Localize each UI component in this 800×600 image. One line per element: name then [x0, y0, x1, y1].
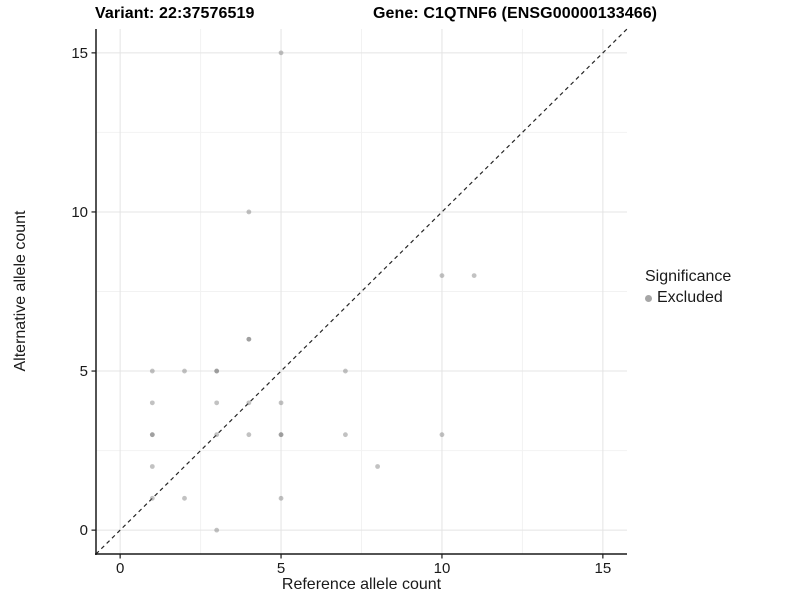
variant-title: Variant: 22:37576519 [95, 5, 255, 22]
excluded-point-icon [645, 294, 652, 302]
data-point [278, 400, 284, 406]
data-point [439, 273, 445, 278]
data-point [278, 495, 284, 501]
data-point [149, 495, 155, 501]
x-tick-label: 5 [277, 560, 285, 577]
data-point [149, 368, 155, 374]
data-point [149, 432, 155, 438]
x-tick-label: 15 [595, 560, 612, 577]
data-point [246, 336, 252, 342]
data-point [214, 400, 220, 406]
data-point [246, 336, 252, 342]
legend-item-label: Excluded [657, 289, 723, 306]
data-point [214, 527, 220, 533]
y-tick-label: 10 [71, 204, 88, 221]
data-point [214, 368, 220, 374]
data-point [246, 400, 252, 406]
legend-title: Significance [645, 268, 732, 285]
data-point [214, 368, 220, 374]
data-point [471, 273, 477, 278]
data-point [343, 432, 348, 438]
legend: Significance Excluded [645, 268, 731, 307]
data-point [439, 432, 445, 438]
y-tick-label: 15 [71, 45, 88, 62]
data-point [149, 432, 155, 438]
data-point [182, 495, 187, 501]
data-point [246, 209, 252, 215]
y-tick-label: 5 [80, 363, 88, 380]
x-tick-label: 10 [434, 560, 451, 577]
data-point [149, 400, 155, 406]
y-axis-label: Alternative allele count [12, 210, 29, 372]
data-point [278, 432, 284, 438]
data-point [278, 50, 284, 56]
data-point [182, 368, 187, 374]
x-tick-label: 0 [116, 560, 124, 577]
data-point [343, 368, 348, 374]
gene-title: Gene: C1QTNF6 (ENSG00000133466) [373, 5, 658, 22]
x-axis-label: Reference allele count [281, 576, 442, 593]
data-point [214, 432, 220, 438]
legend-item-excluded: Excluded [645, 289, 731, 307]
data-point [278, 432, 284, 438]
data-point [246, 432, 252, 438]
y-tick-label: 0 [80, 522, 88, 539]
data-point [375, 464, 380, 469]
data-point [149, 464, 155, 469]
